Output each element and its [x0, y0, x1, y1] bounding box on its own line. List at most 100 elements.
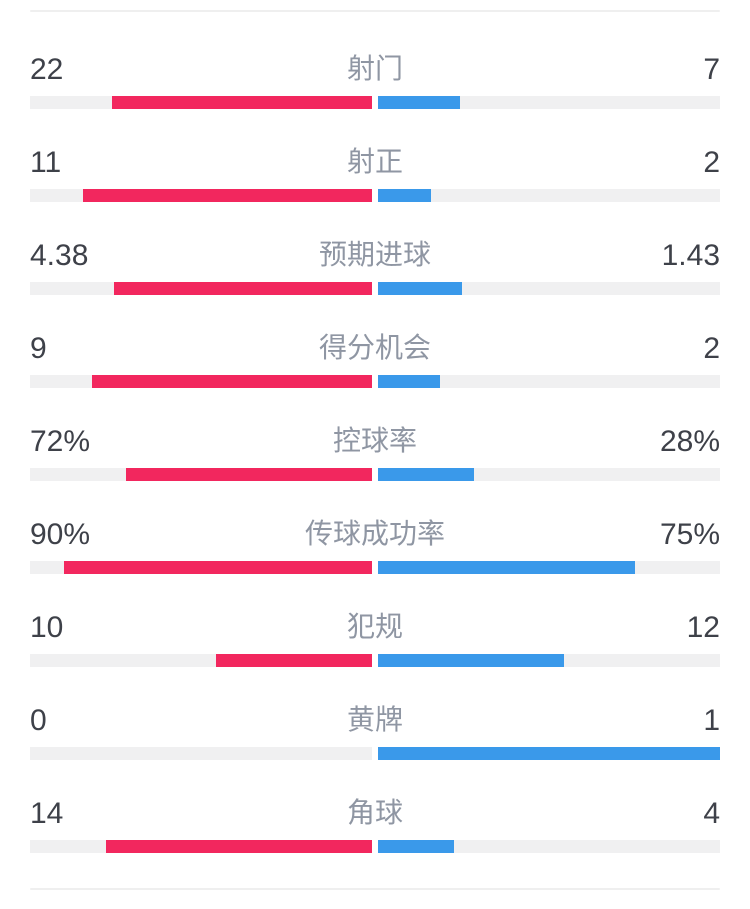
stat-row: 4.38 预期进球 1.43	[0, 202, 750, 295]
bar-center-gap	[372, 561, 378, 574]
bottom-divider	[30, 888, 720, 890]
home-stat-value: 72%	[30, 424, 91, 458]
bar-center-gap	[372, 189, 378, 202]
bar-center-gap	[372, 375, 378, 388]
home-bar-track	[30, 189, 372, 202]
away-stat-value: 7	[703, 52, 720, 86]
away-bar-fill	[378, 561, 635, 574]
home-stat-value: 10	[30, 610, 64, 644]
stat-header: 0 黄牌 1	[30, 704, 720, 739]
away-bar-track	[378, 561, 720, 574]
away-bar-track	[378, 747, 720, 760]
stat-row: 9 得分机会 2	[0, 295, 750, 388]
bar-center-gap	[372, 282, 378, 295]
away-stat-value: 75%	[659, 517, 720, 551]
stat-comparison-bar	[30, 189, 720, 202]
stat-label: 控球率	[332, 424, 418, 456]
stat-row: 10 犯规 12	[0, 574, 750, 667]
home-bar-fill	[105, 840, 372, 853]
stat-header: 22 射门 7	[30, 53, 720, 88]
away-bar-track	[378, 654, 720, 667]
away-bar-fill	[378, 654, 565, 667]
away-bar-fill	[378, 840, 454, 853]
stat-label: 射门	[346, 52, 404, 84]
bar-center-gap	[372, 840, 378, 853]
stat-comparison-bar	[30, 747, 720, 760]
home-stat-value: 0	[30, 703, 47, 737]
stat-header: 11 射正 2	[30, 146, 720, 181]
away-bar-track	[378, 282, 720, 295]
away-bar-track	[378, 468, 720, 481]
away-bar-track	[378, 375, 720, 388]
bar-center-gap	[372, 747, 378, 760]
away-bar-fill	[378, 96, 461, 109]
stat-row: 90% 传球成功率 75%	[0, 481, 750, 574]
home-bar-fill	[114, 282, 372, 295]
match-stats-panel: 22 射门 7 11 射正 2	[0, 10, 750, 909]
home-stat-value: 9	[30, 331, 47, 365]
home-stat-value: 22	[30, 52, 64, 86]
stat-header: 14 角球 4	[30, 797, 720, 832]
stat-row: 11 射正 2	[0, 109, 750, 202]
away-bar-fill	[378, 468, 474, 481]
home-bar-track	[30, 654, 372, 667]
stat-header: 90% 传球成功率 75%	[30, 518, 720, 553]
stat-header: 10 犯规 12	[30, 611, 720, 646]
stat-header: 4.38 预期进球 1.43	[30, 239, 720, 274]
stat-comparison-bar	[30, 282, 720, 295]
home-stat-value: 4.38	[30, 238, 89, 272]
home-stat-value: 14	[30, 796, 64, 830]
home-bar-track	[30, 468, 372, 481]
stat-row: 72% 控球率 28%	[0, 388, 750, 481]
stat-comparison-bar	[30, 375, 720, 388]
away-stat-value: 2	[703, 145, 720, 179]
home-bar-track	[30, 96, 372, 109]
away-bar-fill	[378, 189, 431, 202]
stat-row: 14 角球 4	[0, 760, 750, 853]
stat-row: 22 射门 7	[0, 16, 750, 109]
home-bar-fill	[112, 96, 372, 109]
home-bar-fill	[82, 189, 372, 202]
stat-comparison-bar	[30, 96, 720, 109]
home-bar-fill	[64, 561, 372, 574]
away-stat-value: 1.43	[661, 238, 720, 272]
home-bar-fill	[92, 375, 372, 388]
top-divider	[30, 10, 720, 12]
home-bar-track	[30, 375, 372, 388]
away-bar-fill	[378, 375, 441, 388]
stat-label: 黄牌	[346, 703, 404, 735]
stat-comparison-bar	[30, 654, 720, 667]
away-stat-value: 12	[686, 610, 720, 644]
home-bar-track	[30, 747, 372, 760]
stat-label: 传球成功率	[304, 517, 446, 549]
stat-label: 得分机会	[318, 331, 432, 363]
bar-center-gap	[372, 96, 378, 109]
stat-label: 角球	[346, 796, 404, 828]
away-bar-fill	[378, 747, 720, 760]
stat-label: 预期进球	[318, 238, 432, 270]
stat-label: 犯规	[346, 610, 404, 642]
away-bar-track	[378, 840, 720, 853]
stat-comparison-bar	[30, 468, 720, 481]
stat-header: 72% 控球率 28%	[30, 425, 720, 460]
home-bar-fill	[216, 654, 372, 667]
home-bar-track	[30, 282, 372, 295]
home-stat-value: 11	[30, 145, 62, 179]
home-stat-value: 90%	[30, 517, 91, 551]
stat-header: 9 得分机会 2	[30, 332, 720, 367]
bar-center-gap	[372, 654, 378, 667]
home-bar-fill	[125, 468, 372, 481]
bar-center-gap	[372, 468, 378, 481]
home-bar-track	[30, 561, 372, 574]
stat-comparison-bar	[30, 840, 720, 853]
stats-rows: 22 射门 7 11 射正 2	[0, 12, 750, 853]
away-stat-value: 4	[703, 796, 720, 830]
away-stat-value: 1	[703, 703, 720, 737]
stat-label: 射正	[346, 145, 404, 177]
stat-row: 0 黄牌 1	[0, 667, 750, 760]
away-stat-value: 2	[703, 331, 720, 365]
home-bar-track	[30, 840, 372, 853]
away-stat-value: 28%	[659, 424, 720, 458]
stat-comparison-bar	[30, 561, 720, 574]
away-bar-track	[378, 189, 720, 202]
